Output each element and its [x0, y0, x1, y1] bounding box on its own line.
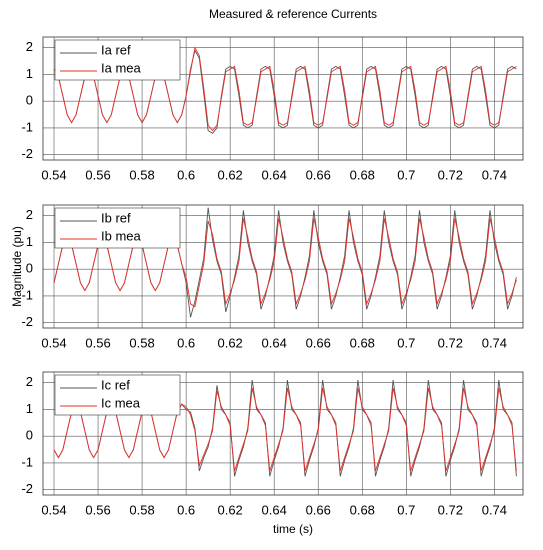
legend-box: [54, 207, 181, 249]
x-tick-label: 0.66: [306, 502, 331, 517]
data-line: [53, 387, 517, 472]
x-tick-label: 0.68: [350, 167, 375, 182]
x-tick-label: 0.72: [438, 502, 463, 517]
y-tick-label: -2: [21, 314, 33, 329]
x-tick-label: 0.58: [129, 502, 154, 517]
x-tick-label: 0.64: [262, 167, 287, 182]
x-tick-label: 0.62: [217, 167, 242, 182]
x-tick-label: 0.72: [438, 167, 463, 182]
y-tick-label: -2: [21, 146, 33, 161]
x-tick-label: 0.6: [177, 167, 195, 182]
x-tick-label: 0.54: [41, 167, 66, 182]
y-tick-label: 1: [26, 401, 33, 416]
x-tick-label: 0.54: [41, 335, 66, 350]
data-line: [53, 218, 517, 308]
y-tick-label: 2: [26, 39, 33, 54]
plot-frame: [42, 371, 524, 496]
x-tick-label: 0.74: [482, 335, 507, 350]
chart-title: Measured & reference Currents: [209, 7, 377, 21]
x-tick-label: 0.7: [397, 167, 415, 182]
plot-frame: [42, 36, 524, 161]
legend-label: Ic mea: [101, 395, 141, 410]
y-tick-label: -1: [21, 454, 33, 469]
legend: Ib ref Ib mea: [54, 207, 181, 249]
legend-label: Ia mea: [101, 60, 142, 75]
y-tick-label: 2: [26, 207, 33, 222]
y-tick-label: -1: [21, 119, 33, 134]
legend-label: Ia ref: [101, 42, 131, 57]
x-tick-label: 0.7: [397, 502, 415, 517]
y-tick-label: -2: [21, 481, 33, 496]
legend-label: Ib mea: [101, 228, 142, 243]
y-tick-label: 1: [26, 66, 33, 81]
x-tick-label: 0.62: [217, 335, 242, 350]
x-tick-label: 0.66: [306, 167, 331, 182]
legend: Ic ref Ic mea: [54, 374, 181, 416]
x-tick-label: 0.64: [262, 502, 287, 517]
y-tick-label: 0: [26, 93, 33, 108]
x-tick-label: 0.74: [482, 167, 507, 182]
x-tick-label: 0.56: [85, 335, 110, 350]
x-tick-label: 0.66: [306, 335, 331, 350]
legend-box: [54, 374, 181, 416]
y-tick-label: 1: [26, 234, 33, 249]
x-axis-label: time (s): [273, 522, 313, 536]
x-tick-label: 0.7: [397, 335, 415, 350]
x-tick-label: 0.64: [262, 335, 287, 350]
x-tick-label: 0.6: [177, 502, 195, 517]
legend: Ia ref Ia mea: [54, 39, 181, 81]
x-tick-label: 0.54: [41, 502, 66, 517]
x-tick-label: 0.74: [482, 502, 507, 517]
x-tick-label: 0.62: [217, 502, 242, 517]
x-tick-label: 0.58: [129, 335, 154, 350]
x-tick-label: 0.6: [177, 335, 195, 350]
y-tick-label: -1: [21, 287, 33, 302]
y-tick-label: 0: [26, 428, 33, 443]
y-tick-label: 0: [26, 261, 33, 276]
y-axis-label: Magnitude (pu): [10, 226, 24, 307]
x-tick-label: 0.68: [350, 335, 375, 350]
legend-box: [54, 39, 181, 81]
legend-label: Ic ref: [101, 377, 130, 392]
y-tick-label: 2: [26, 374, 33, 389]
x-tick-label: 0.56: [85, 502, 110, 517]
x-tick-label: 0.68: [350, 502, 375, 517]
x-tick-label: 0.58: [129, 167, 154, 182]
legend-label: Ib ref: [101, 210, 131, 225]
plot-frame: [42, 204, 524, 329]
x-tick-label: 0.72: [438, 335, 463, 350]
x-tick-label: 0.56: [85, 167, 110, 182]
data-line: [53, 46, 517, 132]
